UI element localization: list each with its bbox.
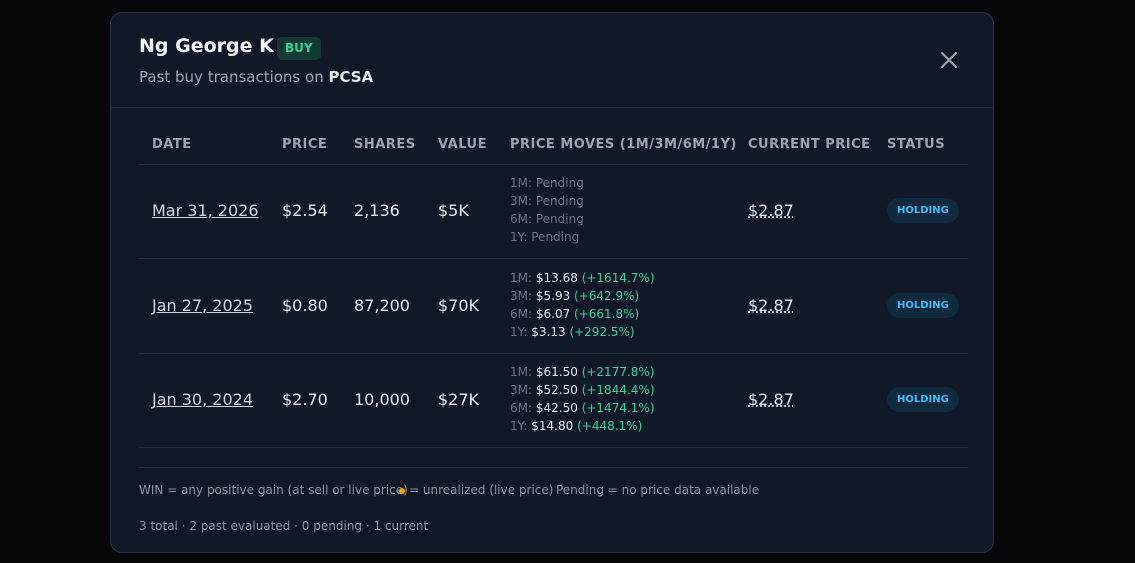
price-move: 1Y: $14.80 (+448.1%) (510, 419, 642, 433)
price-move: 1M: $61.50 (+2177.8%) (510, 365, 655, 379)
move-period: 1Y: (510, 230, 528, 244)
move-price: $6.07 (535, 306, 571, 321)
move-price: $61.50 (535, 365, 578, 379)
date-link[interactable]: Jan 30, 2024 (152, 390, 253, 409)
move-change: (+642.9%) (574, 288, 640, 303)
move-change: (+1474.1%) (581, 401, 655, 415)
buy-badge: BUY (277, 37, 321, 60)
column-header: DATE (152, 137, 192, 152)
row-divider (139, 447, 968, 448)
move-price: Pending (535, 176, 584, 190)
shares: 2,136 (354, 201, 400, 220)
column-header: SHARES (354, 137, 416, 152)
status-badge: HOLDING (887, 292, 959, 318)
move-period: 3M: (510, 194, 533, 208)
move-change: (+448.1%) (577, 419, 643, 433)
price-move: 1M: Pending (510, 176, 584, 190)
price: $2.70 (282, 390, 328, 409)
move-price: $3.13 (531, 324, 566, 339)
move-period: 6M: (510, 401, 533, 415)
column-header: CURRENT PRICE (748, 137, 871, 152)
date-link[interactable]: Mar 31, 2026 (152, 201, 259, 220)
move-price: Pending (531, 230, 580, 244)
move-period: 1Y: (510, 419, 528, 433)
move-price: $14.80 (531, 419, 574, 433)
row-divider (139, 258, 968, 259)
move-period: 1M: (510, 365, 533, 379)
price-move: 3M: $52.50 (+1844.4%) (510, 383, 655, 397)
legend-unrealized: = unrealized (live price) (409, 483, 554, 497)
move-price: $13.68 (535, 270, 578, 285)
column-header: VALUE (438, 137, 487, 152)
current-price: $2.87 (748, 390, 794, 409)
price-move: 6M: Pending (510, 212, 584, 226)
move-change: (+2177.8%) (581, 365, 655, 379)
price-move: 1Y: Pending (510, 230, 579, 244)
footer-divider (139, 467, 968, 468)
close-button[interactable] (939, 50, 959, 70)
header-row-divider (139, 164, 968, 165)
current-price: $2.87 (748, 201, 794, 220)
legend-pending: Pending = no price data available (556, 483, 760, 497)
move-period: 1M: (510, 270, 533, 285)
ticker: PCSA (328, 68, 374, 86)
move-price: Pending (535, 194, 584, 208)
move-change: (+1614.7%) (581, 270, 655, 285)
move-price: $5.93 (535, 288, 571, 303)
move-price: Pending (535, 212, 584, 226)
move-period: 1Y: (510, 324, 528, 339)
status-badge: HOLDING (887, 387, 959, 412)
move-period: 3M: (510, 383, 533, 397)
status-badge: HOLDING (887, 198, 959, 223)
price: $0.80 (282, 295, 328, 315)
legend-dot (399, 488, 405, 494)
move-price: $52.50 (535, 383, 578, 397)
column-header: PRICE MOVES (1M/3M/6M/1Y) (510, 137, 737, 152)
date-link[interactable]: Jan 27, 2025 (152, 295, 253, 315)
price-move: 3M: $5.93 (+642.9%) (510, 289, 639, 303)
move-period: 6M: (510, 212, 533, 226)
current-price: $2.87 (748, 295, 794, 315)
move-change: (+661.8%) (574, 306, 640, 321)
column-header: PRICE (282, 137, 328, 152)
move-period: 1M: (510, 176, 533, 190)
subtitle: Past buy transactions on (139, 68, 324, 86)
price: $2.54 (282, 201, 328, 220)
value: $27K (438, 390, 480, 409)
column-header: STATUS (887, 137, 946, 152)
legend-win: WIN = any positive gain (at sell or live… (139, 483, 408, 497)
value: $5K (438, 201, 469, 220)
price-move: 6M: $42.50 (+1474.1%) (510, 401, 655, 415)
row-divider (139, 352, 968, 354)
value: $70K (438, 295, 480, 315)
title: Ng George K (139, 35, 274, 57)
move-period: 3M: (510, 288, 533, 303)
move-period: 6M: (510, 306, 533, 321)
shares: 10,000 (354, 390, 410, 409)
subtitle-row: Past buy transactions on PCSA (139, 68, 373, 86)
price-move: 3M: Pending (510, 194, 584, 208)
shares: 87,200 (354, 295, 410, 315)
price-move: 6M: $6.07 (+661.8%) (510, 307, 639, 321)
move-price: $42.50 (535, 401, 578, 415)
move-change: (+1844.4%) (581, 383, 655, 397)
modal: Ng George K BUY Past buy transactions on… (110, 12, 994, 553)
price-move: 1Y: $3.13 (+292.5%) (510, 325, 635, 339)
price-move: 1M: $13.68 (+1614.7%) (510, 271, 655, 285)
move-change: (+292.5%) (569, 324, 635, 339)
summary: 3 total · 2 past evaluated · 0 pending ·… (139, 519, 429, 533)
header-divider (111, 107, 993, 108)
